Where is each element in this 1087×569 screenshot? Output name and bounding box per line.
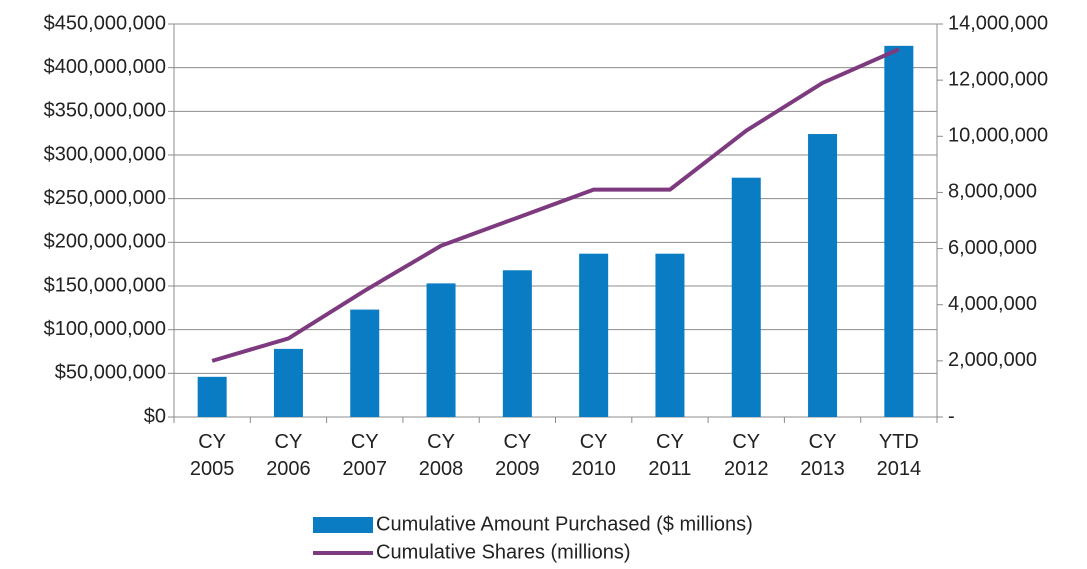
y-tick-label: $100,000,000: [44, 318, 166, 340]
legend-swatch: [313, 517, 373, 533]
x-tick-label: CY 2006: [266, 431, 311, 480]
y-tick-label: $50,000,000: [55, 362, 166, 384]
y2-tick-label: 14,000,000: [948, 12, 1048, 34]
bar: [884, 45, 914, 417]
y-tick-label: $0: [144, 405, 166, 427]
bar: [197, 376, 227, 417]
y2-tick-label: 2,000,000: [948, 349, 1037, 371]
y2-tick-label: -: [948, 405, 955, 427]
y2-tick-label: 6,000,000: [948, 237, 1037, 259]
y-tick-label: $400,000,000: [44, 56, 166, 78]
bar: [273, 348, 303, 417]
x-tick-label: CY 2011: [648, 431, 692, 480]
legend-label: Cumulative Shares (millions): [376, 541, 631, 563]
y-tick-label: $250,000,000: [44, 187, 166, 209]
x-tick-label: CY 2008: [418, 431, 464, 480]
y2-tick-label: 8,000,000: [948, 181, 1037, 203]
y-tick-label: $350,000,000: [44, 100, 166, 122]
x-tick-label: CY 2010: [571, 431, 616, 480]
y-tick-label: $450,000,000: [44, 12, 166, 34]
bar: [808, 134, 838, 418]
x-tick-label: CY 2005: [189, 431, 235, 480]
bar: [426, 283, 456, 417]
legend-label: Cumulative Amount Purchased ($ millions): [376, 513, 753, 535]
bar: [655, 253, 685, 417]
bar: [731, 177, 761, 417]
y-tick-label: $150,000,000: [44, 274, 166, 296]
y2-tick-label: 10,000,000: [948, 125, 1048, 147]
bar: [579, 253, 609, 417]
x-tick-label: CY 2009: [495, 431, 540, 480]
bar: [502, 270, 532, 417]
x-tick-label: CY 2013: [800, 431, 845, 480]
line: [211, 47, 900, 363]
y-tick-label: $200,000,000: [44, 231, 166, 253]
x-tick-label: YTD 2014: [876, 431, 922, 480]
x-tick-label: CY 2012: [724, 431, 769, 480]
y2-tick-label: 12,000,000: [948, 68, 1048, 90]
bar: [350, 309, 380, 417]
y2-tick-label: 4,000,000: [948, 293, 1037, 315]
x-tick-label: CY 2007: [342, 431, 388, 480]
y-tick-label: $300,000,000: [44, 143, 166, 165]
